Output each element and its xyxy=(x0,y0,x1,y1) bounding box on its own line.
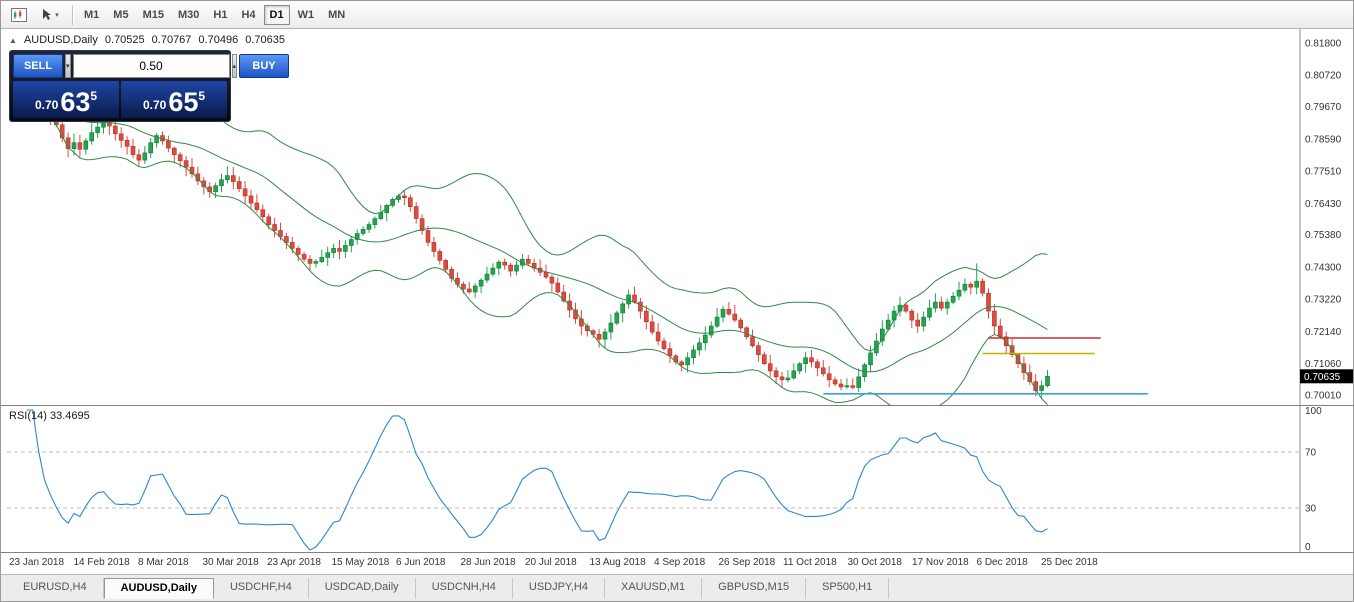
symbol-tab-sp500-h1[interactable]: SP500,H1 xyxy=(806,578,890,599)
svg-text:30: 30 xyxy=(1305,504,1317,515)
timeframe-toolbar: ▾ M1 M5 M15 M30 H1 H4 D1 W1 MN xyxy=(1,1,1353,29)
svg-text:0.73220: 0.73220 xyxy=(1305,295,1342,306)
buy-price-big: 65 xyxy=(168,87,199,117)
svg-text:0.80720: 0.80720 xyxy=(1305,71,1342,82)
symbol-tab-audusd-daily[interactable]: AUDUSD,Daily xyxy=(103,578,214,599)
chart-window-button[interactable] xyxy=(5,4,33,26)
timeframe-h1-button[interactable]: H1 xyxy=(213,8,228,21)
ohlc-high: 0.70767 xyxy=(151,34,192,46)
sell-price-big: 63 xyxy=(60,87,91,117)
time-axis-label: 6 Dec 2018 xyxy=(976,557,1028,568)
svg-text:0.75380: 0.75380 xyxy=(1305,230,1342,241)
time-axis-label: 15 May 2018 xyxy=(331,557,390,568)
cursor-tool-button[interactable]: ▾ xyxy=(33,4,67,26)
symbol-tab-usdcnh-h4[interactable]: USDCNH,H4 xyxy=(416,578,513,599)
dropdown-caret-icon: ▾ xyxy=(55,11,59,19)
symbol-marker-icon: ▲ xyxy=(9,35,17,45)
sell-price-display[interactable]: 0.70 63 5 xyxy=(13,81,119,118)
time-axis-label: 4 Sep 2018 xyxy=(654,557,706,568)
svg-text:70: 70 xyxy=(1305,448,1317,459)
toolbar-separator xyxy=(72,4,73,25)
rsi-indicator-label: RSI(14) 33.4695 xyxy=(9,410,90,422)
chart-tabbar: EURUSD,H4 AUDUSD,Daily USDCHF,H4 USDCAD,Dai… xyxy=(1,575,1353,601)
time-axis-label: 8 Mar 2018 xyxy=(138,557,189,568)
volume-input[interactable] xyxy=(72,54,230,78)
ohlc-close: 0.70635 xyxy=(245,34,285,46)
time-axis-label: 20 Jul 2018 xyxy=(525,557,577,568)
time-axis-label: 30 Oct 2018 xyxy=(847,557,902,568)
time-axis-label: 30 Mar 2018 xyxy=(202,557,259,568)
time-axis-label: 26 Sep 2018 xyxy=(718,557,776,568)
candlestick-chart[interactable]: 0.81800 0.80720 0.79670 0.78590 0.77510 0.764… xyxy=(1,29,1354,405)
rsi-indicator-pane[interactable]: 100 70 30 0 RSI(14) 33.4695 xyxy=(1,406,1354,553)
symbol-tab-usdcad-daily[interactable]: USDCAD,Daily xyxy=(309,578,416,599)
ohlc-low: 0.70496 xyxy=(198,34,239,46)
symbol-tab-usdchf-h4[interactable]: USDCHF,H4 xyxy=(214,578,309,599)
time-axis-label: 23 Jan 2018 xyxy=(9,557,65,568)
svg-text:0.79670: 0.79670 xyxy=(1305,102,1342,113)
svg-text:0.72140: 0.72140 xyxy=(1305,327,1342,338)
rsi-chart[interactable]: 100 70 30 0 xyxy=(1,406,1354,552)
chart-symbol-label: AUDUSD,Daily xyxy=(23,34,98,46)
timeframe-d1-button[interactable]: D1 xyxy=(263,4,290,25)
symbol-tab-usdjpy-h4[interactable]: USDJPY,H4 xyxy=(513,578,605,599)
timeframe-h4-button[interactable]: H4 xyxy=(241,8,256,21)
timeframe-w1-button[interactable]: W1 xyxy=(297,8,315,21)
one-click-trading-widget: SELL ▾ ▴ BUY 0.70 63 5 0.70 65 5 xyxy=(9,50,290,122)
time-axis-label: 14 Feb 2018 xyxy=(73,557,130,568)
symbol-tab-eurusd-h4[interactable]: EURUSD,H4 xyxy=(7,578,104,599)
time-axis-label: 6 Jun 2018 xyxy=(396,557,446,568)
buy-price-prefix: 0.70 xyxy=(142,98,167,112)
svg-text:0.70010: 0.70010 xyxy=(1305,391,1342,402)
time-axis-label: 23 Apr 2018 xyxy=(267,557,321,568)
svg-text:0: 0 xyxy=(1305,542,1311,552)
svg-text:0.77510: 0.77510 xyxy=(1305,167,1342,178)
symbol-tab-xauusd-m1[interactable]: XAUUSD,M1 xyxy=(605,578,703,599)
svg-text:0.81800: 0.81800 xyxy=(1305,39,1342,50)
buy-button[interactable]: BUY xyxy=(239,54,290,78)
symbol-tab-gbpusd-m15[interactable]: GBPUSD,M15 xyxy=(702,578,807,599)
sell-price-prefix: 0.70 xyxy=(34,98,59,112)
time-axis-label: 13 Aug 2018 xyxy=(589,557,646,568)
svg-text:0.74300: 0.74300 xyxy=(1305,262,1342,273)
sell-price-pip: 5 xyxy=(90,89,98,103)
cursor-tool-icon xyxy=(43,9,52,20)
time-axis-label: 28 Jun 2018 xyxy=(460,557,516,568)
svg-text:0.78590: 0.78590 xyxy=(1305,134,1342,145)
time-axis-label: 17 Nov 2018 xyxy=(912,557,969,568)
time-axis-label: 11 Oct 2018 xyxy=(783,557,837,568)
timeframe-m30-button[interactable]: M30 xyxy=(177,8,200,21)
ohlc-header: ▲ AUDUSD,Daily 0.70525 0.70767 0.70496 0… xyxy=(9,34,285,46)
sell-button[interactable]: SELL xyxy=(13,54,63,78)
svg-text:0.71060: 0.71060 xyxy=(1305,359,1342,370)
chart-window-icon xyxy=(11,7,27,22)
svg-text:0.70635: 0.70635 xyxy=(1304,372,1341,383)
svg-text:100: 100 xyxy=(1305,406,1322,417)
buy-price-display[interactable]: 0.70 65 5 xyxy=(121,81,227,118)
ohlc-open: 0.70525 xyxy=(104,34,145,46)
main-chart-pane[interactable]: 0.81800 0.80720 0.79670 0.78590 0.77510 0.764… xyxy=(1,29,1354,406)
timeframe-m5-button[interactable]: M5 xyxy=(113,8,129,21)
timeframe-mn-button[interactable]: MN xyxy=(328,8,346,21)
timeframe-m15-button[interactable]: M15 xyxy=(142,8,164,21)
svg-text:0.76430: 0.76430 xyxy=(1305,199,1342,210)
timeframe-buttons: M1 M5 M15 M30 H1 H4 D1 W1 MN xyxy=(78,4,351,25)
volume-increase-button[interactable]: ▴ xyxy=(231,54,238,78)
volume-decrease-button[interactable]: ▾ xyxy=(65,54,71,78)
timeframe-m1-button[interactable]: M1 xyxy=(84,8,100,21)
time-axis[interactable]: 23 Jan 2018 14 Feb 2018 8 Mar 2018 30 Mar 2… xyxy=(1,553,1353,575)
buy-price-pip: 5 xyxy=(198,89,206,103)
time-axis-label: 25 Dec 2018 xyxy=(1041,557,1098,568)
